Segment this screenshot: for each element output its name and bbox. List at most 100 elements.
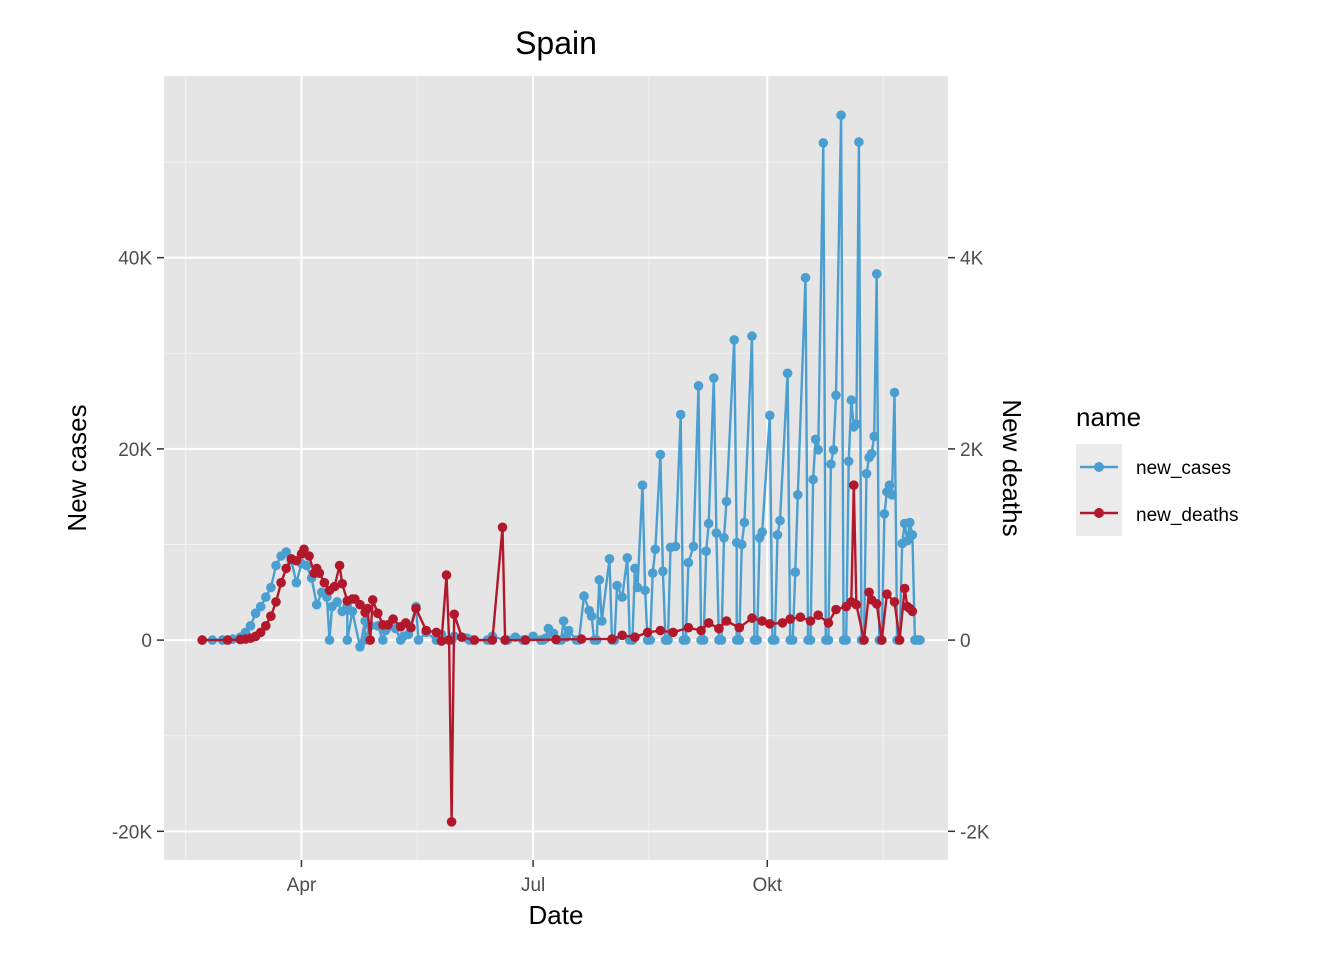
data-point bbox=[441, 570, 452, 580]
data-point bbox=[271, 560, 281, 571]
data-point bbox=[406, 622, 416, 633]
data-point bbox=[849, 480, 859, 491]
data-point bbox=[658, 566, 668, 577]
data-point bbox=[431, 627, 442, 638]
data-point bbox=[675, 409, 686, 420]
data-point bbox=[841, 635, 851, 645]
data-point bbox=[777, 618, 788, 628]
data-point bbox=[362, 603, 373, 614]
data-point bbox=[866, 448, 877, 459]
data-point bbox=[864, 587, 874, 598]
data-point bbox=[436, 636, 447, 646]
data-point bbox=[859, 635, 869, 645]
chart-title: Spain bbox=[515, 25, 597, 61]
data-point bbox=[805, 635, 816, 645]
data-point bbox=[576, 634, 587, 644]
data-point bbox=[500, 635, 510, 645]
x-tick-label: Apr bbox=[287, 875, 317, 896]
y-axis-left: -20K 0 20K 40K bbox=[112, 249, 164, 843]
data-point bbox=[299, 544, 309, 555]
data-point bbox=[355, 599, 365, 610]
y2-tick-label: 4K bbox=[960, 249, 984, 270]
data-point bbox=[670, 541, 681, 552]
data-point bbox=[787, 635, 798, 645]
data-point bbox=[271, 597, 281, 607]
data-point bbox=[805, 616, 816, 626]
data-point bbox=[597, 616, 607, 626]
data-point bbox=[693, 381, 704, 391]
data-point bbox=[785, 614, 795, 624]
data-point bbox=[337, 578, 348, 589]
data-point bbox=[594, 575, 605, 585]
data-point bbox=[250, 608, 261, 619]
data-point bbox=[311, 599, 322, 610]
data-point bbox=[719, 533, 729, 543]
data-point bbox=[683, 557, 694, 568]
y2-tick-label: -2K bbox=[960, 822, 990, 843]
data-point bbox=[884, 480, 895, 491]
data-point bbox=[907, 530, 918, 540]
data-point bbox=[757, 527, 767, 537]
data-point bbox=[681, 635, 691, 645]
data-point bbox=[846, 395, 857, 405]
data-point bbox=[714, 623, 724, 634]
data-point bbox=[319, 577, 330, 588]
data-point bbox=[245, 621, 256, 631]
data-point bbox=[266, 611, 276, 621]
data-point bbox=[721, 616, 732, 626]
data-point bbox=[813, 610, 823, 620]
data-point bbox=[617, 592, 627, 602]
data-point bbox=[332, 597, 342, 607]
data-point bbox=[528, 631, 538, 642]
data-point bbox=[826, 459, 836, 470]
x-axis: Apr Jul Okt bbox=[287, 860, 783, 896]
y2-axis-title: New deaths bbox=[997, 399, 1027, 536]
data-point bbox=[342, 635, 353, 645]
data-point bbox=[579, 591, 589, 601]
data-point bbox=[222, 635, 233, 645]
data-point bbox=[647, 568, 658, 578]
data-point bbox=[291, 577, 302, 588]
x-tick-label: Jul bbox=[521, 875, 545, 896]
data-point bbox=[630, 632, 640, 642]
data-point bbox=[752, 635, 762, 645]
plot-panel bbox=[164, 76, 948, 860]
data-point bbox=[367, 595, 378, 605]
data-point bbox=[449, 609, 460, 620]
data-point bbox=[879, 509, 890, 519]
data-point bbox=[810, 434, 821, 445]
data-point bbox=[640, 585, 650, 596]
y-tick-label: -20K bbox=[112, 822, 152, 843]
data-point bbox=[709, 373, 719, 383]
data-point bbox=[324, 635, 335, 645]
data-point bbox=[607, 634, 617, 644]
data-point bbox=[734, 635, 745, 645]
data-point bbox=[843, 456, 854, 467]
data-point bbox=[701, 546, 711, 556]
legend-title: name bbox=[1076, 402, 1141, 432]
data-point bbox=[291, 555, 302, 566]
data-point bbox=[818, 138, 829, 148]
data-point bbox=[266, 582, 276, 593]
data-point bbox=[711, 528, 722, 538]
data-point bbox=[411, 603, 421, 614]
data-point bbox=[899, 583, 910, 594]
data-point bbox=[457, 632, 467, 642]
data-point bbox=[765, 619, 775, 629]
data-point bbox=[604, 554, 615, 564]
y2-tick-label: 0 bbox=[960, 631, 971, 652]
y-axis-right: -2K 0 2K 4K bbox=[948, 249, 990, 843]
data-point bbox=[775, 515, 785, 526]
data-point bbox=[882, 589, 892, 599]
data-point bbox=[413, 635, 424, 645]
data-point bbox=[889, 387, 900, 398]
data-point bbox=[355, 642, 365, 652]
data-point bbox=[721, 496, 732, 507]
data-point bbox=[823, 635, 834, 645]
data-point bbox=[612, 580, 622, 591]
data-point bbox=[663, 635, 673, 645]
data-point bbox=[871, 599, 882, 609]
legend: name new_cases new_deaths bbox=[1076, 402, 1238, 536]
data-point bbox=[632, 582, 643, 593]
data-point bbox=[877, 635, 887, 645]
